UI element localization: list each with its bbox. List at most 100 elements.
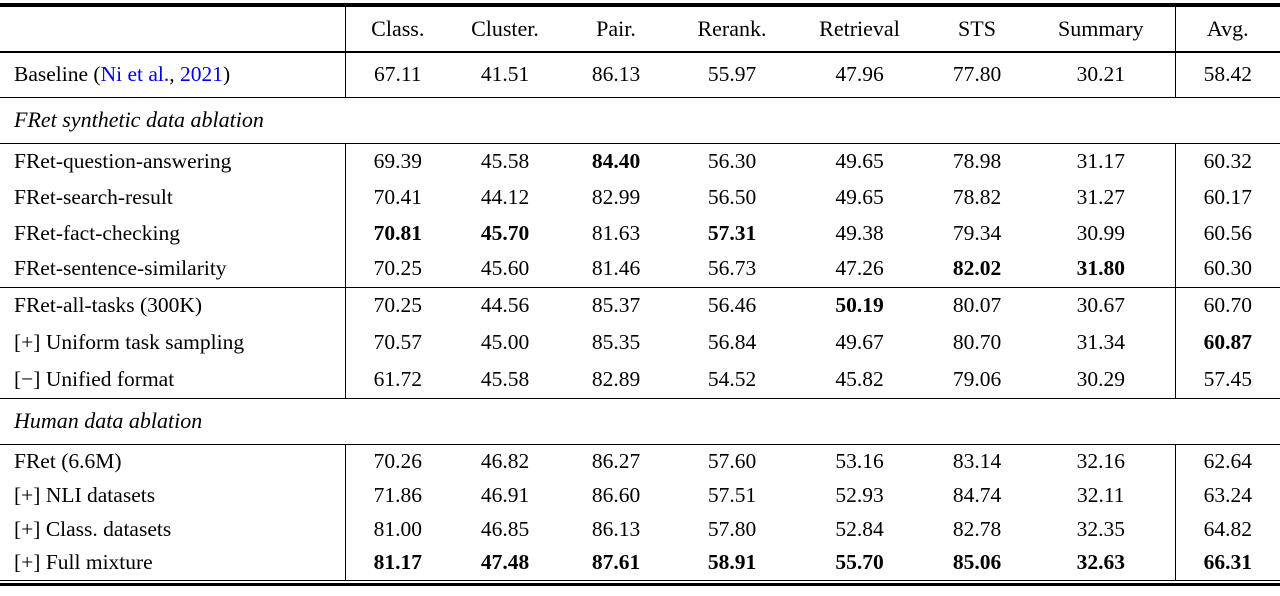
table-row: FRet-fact-checking 70.81 45.70 81.63 57.31 49…: [0, 215, 1280, 251]
cell-value: 32.11: [1076, 482, 1125, 507]
row-label: FRet (6.6M): [14, 448, 122, 473]
table-row: FRet-question-answering 69.39 45.58 84.40 56…: [0, 143, 1280, 179]
cell-value: 70.81: [344, 215, 450, 251]
cell-value: 82.89: [591, 366, 641, 391]
cell-value: 55.97: [707, 62, 757, 87]
cell-value: 57.60: [707, 448, 757, 473]
cell-value: 47.96: [835, 62, 884, 87]
section-title: Human data ablation: [14, 408, 203, 433]
cell-value: 78.98: [952, 148, 1002, 173]
citation-link-authors[interactable]: Ni et al.: [100, 62, 170, 87]
column-header-sts: STS: [958, 16, 996, 41]
cell-value: 78.82: [952, 184, 1002, 209]
bottom-rule-gap: [0, 580, 1280, 583]
cell-value: 44.56: [480, 293, 530, 318]
cell-value: 70.41: [344, 179, 450, 215]
row-label: FRet-fact-checking: [14, 220, 180, 245]
cell-value: 86.13: [591, 62, 641, 87]
section-title-row: Human data ablation: [0, 398, 1280, 444]
cell-value: 79.34: [952, 220, 1002, 245]
table-row: FRet-search-result 70.41 44.12 82.99 56.50 49…: [0, 179, 1280, 215]
cell-value: 70.26: [344, 444, 450, 478]
cell-value: 52.84: [835, 516, 884, 541]
cell-value: 57.45: [1174, 361, 1280, 398]
cell-value: 57.31: [707, 220, 757, 245]
row-label: FRet-all-tasks (300K): [14, 293, 203, 318]
cell-value: 84.40: [591, 148, 641, 173]
cell-value: 56.30: [707, 148, 757, 173]
baseline-block: Baseline (Ni et al., 2021) 67.11 41.51 86.1…: [0, 52, 1280, 97]
cell-value: 77.80: [952, 62, 1002, 87]
table-row: [+] Full mixture 81.17 47.48 87.61 58.91 55.7…: [0, 546, 1280, 580]
cell-value: 47.26: [835, 256, 884, 281]
cell-value: 64.82: [1174, 512, 1280, 546]
cell-value: 81.00: [344, 512, 450, 546]
cell-value: 60.56: [1174, 215, 1280, 251]
cell-value: 32.63: [1076, 550, 1125, 575]
section-title-block: Human data ablation: [0, 398, 1280, 444]
cell-value: 80.70: [952, 330, 1002, 354]
cell-value: 46.82: [480, 448, 530, 473]
cell-value: 71.86: [344, 478, 450, 512]
cell-value: 69.39: [344, 143, 450, 179]
table-bottom-rule: [0, 583, 1280, 586]
cell-value: 31.34: [1076, 330, 1125, 354]
cell-value: 56.50: [707, 184, 757, 209]
cell-value: 80.07: [952, 293, 1002, 318]
cell-value: 86.27: [591, 448, 641, 473]
cell-value: 44.12: [480, 184, 530, 209]
cell-value: 52.93: [835, 482, 884, 507]
cell-value: 57.80: [707, 516, 757, 541]
row-label: [−] Unified format: [14, 366, 175, 391]
table-row: [−] Unified format 61.72 45.58 82.89 54.52 45…: [0, 361, 1280, 398]
cell-value: 56.46: [707, 293, 757, 318]
cell-value: 58.42: [1174, 52, 1280, 97]
cell-value: 79.06: [952, 366, 1002, 391]
cell-value: 67.11: [344, 52, 450, 97]
cell-value: 49.67: [835, 330, 884, 354]
cell-value: 49.38: [835, 220, 884, 245]
cell-value: 82.78: [952, 516, 1002, 541]
cell-value: 45.00: [480, 330, 530, 354]
cell-value: 49.65: [835, 184, 884, 209]
cell-value: 31.80: [1076, 256, 1125, 281]
row-label: [+] Class. datasets: [14, 516, 172, 541]
cell-value: 47.48: [480, 550, 530, 575]
data-block: FRet-all-tasks (300K) 70.25 44.56 85.37 56.4…: [0, 287, 1280, 398]
cell-value: 85.37: [591, 293, 641, 318]
table-header: Class. Cluster. Pair. Rerank. Retrieval STS Su…: [0, 7, 1280, 52]
baseline-label-suffix: ): [223, 62, 231, 87]
cell-value: 45.58: [480, 366, 530, 391]
baseline-label-prefix: Baseline (: [14, 62, 101, 87]
cell-value: 82.02: [952, 256, 1002, 281]
results-table: Class. Cluster. Pair. Rerank. Retrieval STS Su…: [0, 7, 1280, 581]
cell-value: 70.25: [344, 287, 450, 324]
cell-value: 49.65: [835, 148, 884, 173]
cell-value: 32.16: [1076, 448, 1125, 473]
cell-value: 60.32: [1174, 143, 1280, 179]
cell-value: 60.70: [1174, 287, 1280, 324]
cell-value: 84.74: [952, 482, 1002, 507]
row-label: [+] Uniform task sampling: [14, 330, 245, 354]
cell-value: 86.60: [591, 482, 641, 507]
cell-value: 70.57: [344, 324, 450, 361]
cell-value: 83.14: [952, 448, 1002, 473]
header-corner-cell: [0, 7, 345, 52]
cell-value: 30.67: [1076, 293, 1125, 318]
data-block: FRet-question-answering 69.39 45.58 84.40 56…: [0, 143, 1280, 287]
column-header-rerank: Rerank.: [697, 16, 767, 41]
cell-value: 41.51: [480, 62, 530, 87]
cell-value: 45.82: [835, 366, 884, 391]
column-header-class: Class.: [344, 7, 450, 52]
cell-value: 56.84: [707, 330, 757, 354]
cell-value: 30.29: [1076, 366, 1125, 391]
cell-value: 60.87: [1174, 324, 1280, 361]
cell-value: 85.06: [952, 550, 1002, 575]
citation-link-year[interactable]: 2021: [180, 62, 223, 87]
cell-value: 45.70: [480, 220, 530, 245]
cell-value: 70.25: [344, 251, 450, 287]
cell-value: 60.30: [1174, 251, 1280, 287]
cell-value: 86.13: [591, 516, 641, 541]
cell-value: 32.35: [1076, 516, 1125, 541]
cell-value: 63.24: [1174, 478, 1280, 512]
